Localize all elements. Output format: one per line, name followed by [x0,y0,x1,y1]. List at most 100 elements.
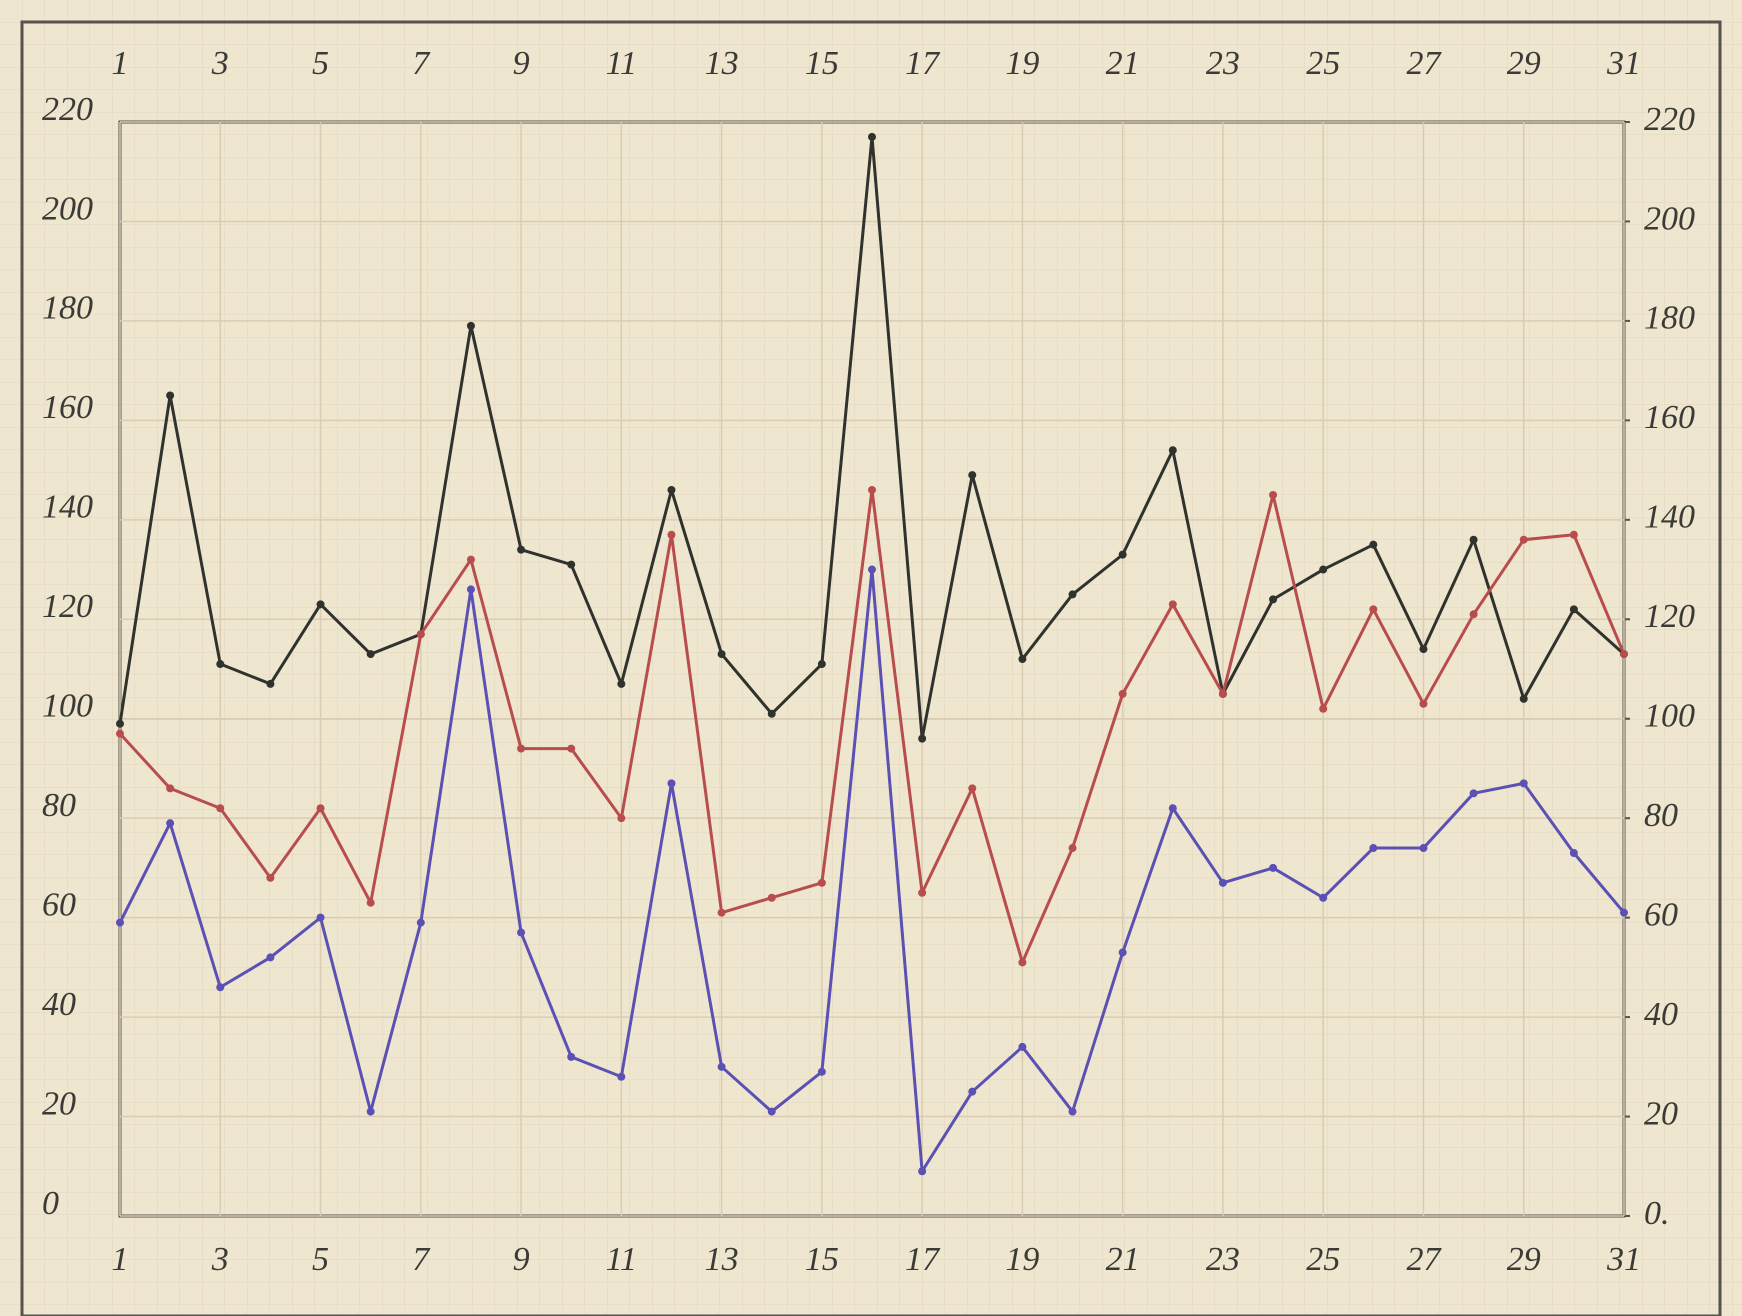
data-point [1319,565,1328,574]
data-point [918,1167,927,1176]
x-tick-label: 7 [412,45,431,82]
data-point [1519,779,1528,788]
data-point [617,814,626,823]
data-point [1218,689,1227,698]
y2-tick-label: 200 [1644,200,1695,237]
x-tick-label: 23 [1206,45,1240,82]
data-point [466,555,475,564]
data-point [1168,446,1177,455]
x-tick-label: 1 [112,45,129,82]
x-tick-label: 29 [1507,45,1541,82]
y-tick-label: 20 [42,1085,76,1122]
y2-tick-label: 180 [1644,300,1695,337]
x-tick-label: 11 [606,1241,637,1278]
x-tick-label: 29 [1507,1241,1541,1278]
y-tick-label: 100 [42,688,93,725]
data-point [1469,535,1478,544]
x-tick-label: 13 [705,45,739,82]
data-point [316,913,325,922]
data-point [1018,958,1027,967]
data-point [1369,605,1378,614]
data-point [968,784,977,793]
data-point [667,779,676,788]
data-point [617,679,626,688]
data-point [1369,540,1378,549]
data-point [366,650,375,659]
data-point [116,719,124,728]
data-point [1569,605,1578,614]
data-point [1469,610,1478,619]
data-point [1118,689,1127,698]
data-point [667,530,676,539]
data-point [366,1107,375,1116]
y2-tick-label: 60 [1644,896,1678,933]
x-tick-label: 11 [606,45,637,82]
data-point [567,560,576,569]
x-tick-label: 3 [211,45,229,82]
data-point [767,1107,776,1116]
y-tick-label: 220 [42,91,93,128]
data-point [1620,908,1628,917]
data-point [567,1052,576,1061]
data-point [216,983,225,992]
data-point [166,391,175,400]
data-point [1118,550,1127,559]
data-point [517,545,526,554]
x-tick-label: 21 [1106,1241,1140,1278]
data-point [1068,844,1077,853]
x-tick-label: 5 [312,1241,329,1278]
data-point [517,928,526,937]
y2-tick-label: 140 [1644,499,1695,536]
y-tick-label: 60 [42,886,76,923]
x-tick-label: 15 [805,1241,839,1278]
y-tick-label: 180 [42,290,93,327]
data-point [1519,694,1528,703]
data-point [1419,844,1428,853]
data-point [466,585,475,594]
data-point [1269,595,1278,604]
data-point [116,729,124,738]
x-tick-label: 5 [312,45,329,82]
data-point [767,893,776,902]
data-point [1419,699,1428,708]
data-point [1519,535,1528,544]
x-tick-label: 27 [1406,1241,1442,1278]
data-point [567,744,576,753]
y2-tick-label: 0. [1644,1195,1670,1232]
data-point [918,888,927,897]
data-point [216,804,225,813]
data-point [517,744,526,753]
data-point [266,679,275,688]
data-point [817,878,826,887]
y-tick-label: 0 [42,1185,59,1222]
data-point [717,908,726,917]
y2-tick-label: 100 [1644,698,1695,735]
data-point [1168,804,1177,813]
data-point [1620,650,1628,659]
x-tick-label: 31 [1606,1241,1641,1278]
data-point [717,650,726,659]
data-point [416,630,425,639]
x-tick-label: 23 [1206,1241,1240,1278]
y2-tick-label: 120 [1644,598,1695,635]
data-point [1018,655,1027,664]
data-point [968,1087,977,1096]
data-point [767,709,776,718]
y2-tick-label: 80 [1644,797,1678,834]
data-point [366,898,375,907]
data-point [817,1067,826,1076]
x-tick-label: 17 [905,1241,941,1278]
x-tick-label: 19 [1005,45,1039,82]
data-point [116,918,124,927]
data-point [466,321,475,330]
x-tick-label: 21 [1106,45,1140,82]
outer-frame [20,20,1722,1316]
y-tick-label: 80 [42,787,76,824]
x-tick-label: 3 [211,1241,229,1278]
data-point [717,1062,726,1071]
data-point [1118,948,1127,957]
y-tick-label: 140 [42,489,93,526]
data-point [617,1072,626,1081]
